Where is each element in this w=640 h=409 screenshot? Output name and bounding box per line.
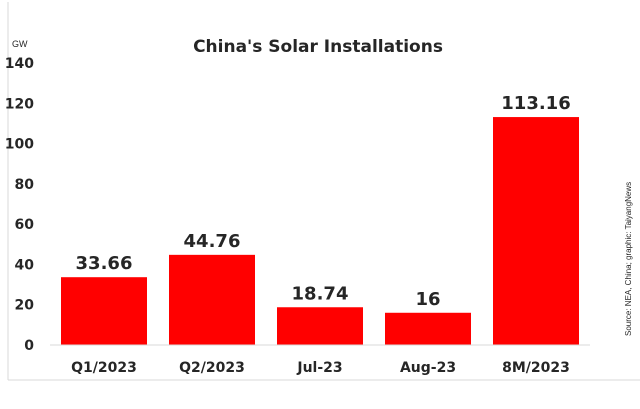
source-note: Source: NEA, China; graphic: TaiyangNews [624, 182, 633, 336]
y-tick-label: 0 [24, 338, 34, 354]
bar [277, 307, 363, 345]
bar-data-label: 44.76 [184, 231, 241, 252]
y-axis: 0 20 40 60 80 100 120 140 [5, 56, 34, 354]
bar-data-label: 113.16 [501, 93, 570, 114]
bar [169, 254, 255, 345]
bar [61, 277, 147, 345]
x-axis: Q1/2023 Q2/2023 Jul-23 Aug-23 8M/2023 [71, 360, 570, 376]
x-tick-label: Jul-23 [296, 360, 342, 376]
bar-series [61, 117, 579, 345]
y-tick-label: 80 [15, 177, 35, 193]
bar [493, 117, 579, 345]
y-tick-label: 20 [15, 298, 35, 314]
chart-title: China's Solar Installations [193, 37, 443, 57]
y-tick-label: 140 [5, 56, 34, 72]
bar [385, 312, 471, 345]
y-tick-label: 100 [5, 137, 34, 153]
y-tick-label: 40 [15, 257, 35, 273]
unit-label: GW [12, 39, 28, 49]
bar-data-label: 33.66 [76, 253, 133, 274]
bar-data-label: 18.74 [292, 283, 349, 304]
y-tick-label: 60 [15, 217, 35, 233]
y-tick-label: 120 [5, 96, 34, 112]
x-tick-label: 8M/2023 [502, 360, 570, 376]
x-tick-label: Q1/2023 [71, 360, 137, 376]
x-tick-label: Q2/2023 [179, 360, 245, 376]
x-tick-label: Aug-23 [400, 360, 456, 376]
bar-data-label: 16 [415, 289, 440, 310]
data-labels: 33.66 44.76 18.74 16 113.16 [76, 93, 571, 310]
